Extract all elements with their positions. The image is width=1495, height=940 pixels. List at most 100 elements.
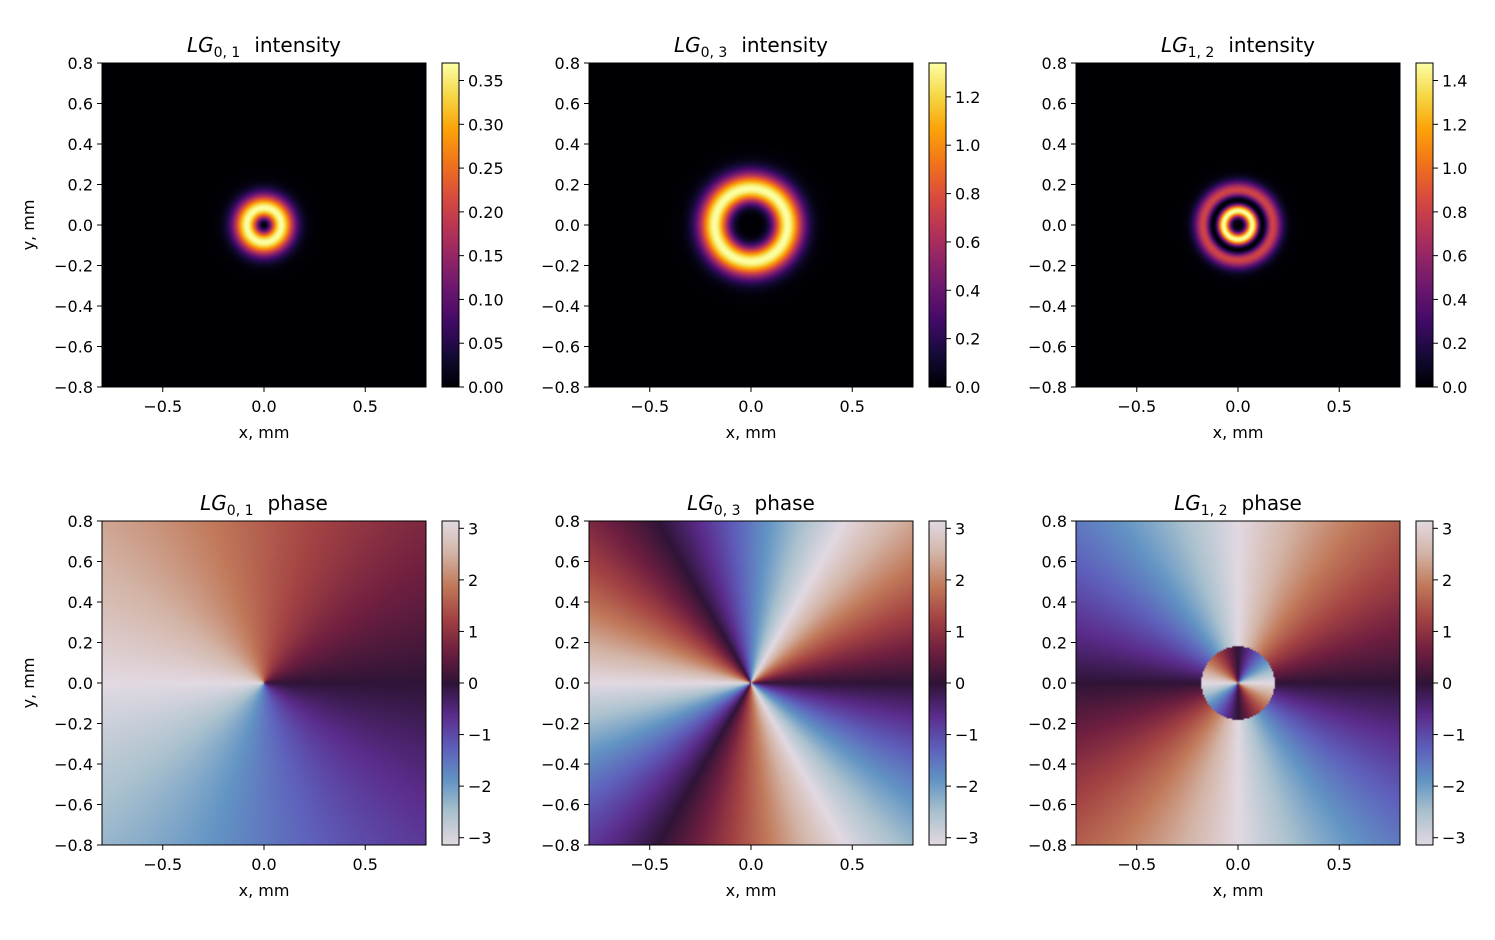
colorbar-tick-label: −3 [1442, 829, 1466, 848]
y-tick-label: 0.6 [555, 95, 580, 114]
title-subscript: 0, 3 [701, 45, 728, 61]
y-tick-label: 0.4 [68, 593, 93, 612]
y-tick-label: 0.2 [1042, 176, 1067, 195]
title-lg: LG [687, 491, 714, 515]
y-tick-label: 0.8 [68, 512, 93, 531]
colorbar-tick-label: 3 [955, 519, 965, 538]
colorbar-tick-label: −2 [1442, 777, 1466, 796]
phase-heatmap [102, 521, 426, 845]
colorbar-tick-label: −1 [1442, 726, 1466, 745]
y-tick-label: 0.6 [555, 553, 580, 572]
intensity-heatmap [589, 63, 913, 387]
phase-heatmap [589, 521, 913, 845]
colorbar-frame [441, 62, 460, 388]
y-tick-label: 0.4 [555, 135, 580, 154]
x-axis-label: x, mm [239, 881, 290, 900]
panel-3: LG1, 2 intensity −0.5 0.0 0.5 0.8 0.6 0.4 0.2 0.0… [1028, 33, 1467, 442]
title-text: intensity [254, 33, 341, 57]
title-subscript: 0, 3 [714, 503, 741, 519]
title-subscript: 0, 1 [214, 45, 241, 61]
colorbar-tick-label: 0.8 [1442, 203, 1467, 222]
title-subscript: 0, 1 [227, 503, 254, 519]
colorbar-tick-label: 0.2 [1442, 334, 1467, 353]
chart-title: LG1, 2 phase [1174, 491, 1302, 519]
y-tick-label: −0.4 [541, 297, 580, 316]
colorbar-tick-label: 1.2 [1442, 115, 1467, 134]
title-text: intensity [741, 33, 828, 57]
colorbar-frame [1415, 62, 1434, 388]
x-tick-label: 0.0 [251, 855, 276, 874]
phase-heatmap [1076, 521, 1400, 845]
colorbar [1416, 63, 1433, 387]
title-lg: LG [187, 33, 214, 57]
colorbar-frame [928, 62, 947, 388]
y-tick-label: −0.4 [54, 755, 93, 774]
x-tick-label: 0.5 [353, 855, 378, 874]
y-tick-label: 0.8 [68, 54, 93, 73]
panel-6: LG1, 2 phase −0.5 0.0 0.5 0.8 0.6 0.4 0.2 0.0 −0.2… [1028, 491, 1465, 900]
colorbar-tick-label: 1 [1442, 622, 1452, 641]
colorbar-tick-label: 0.20 [468, 203, 504, 222]
colorbar-tick-label: 1 [955, 622, 965, 641]
chart-title: LG0, 3 phase [687, 491, 815, 519]
x-axis-label: x, mm [239, 423, 290, 442]
y-tick-label: −0.4 [1028, 755, 1067, 774]
y-tick-label: −0.2 [541, 715, 580, 734]
y-axis-label: y, mm [19, 658, 38, 709]
y-tick-label: −0.8 [1028, 378, 1067, 397]
colorbar-tick-label: 3 [1442, 519, 1452, 538]
colorbar-tick-label: 0.4 [1442, 290, 1467, 309]
chart-title: LG1, 2 intensity [1161, 33, 1315, 61]
colorbar [442, 521, 459, 845]
colorbar-tick-label: −1 [468, 726, 492, 745]
y-axis-label: y, mm [19, 200, 38, 251]
y-tick-label: 0.0 [68, 674, 93, 693]
y-tick-label: 0.4 [68, 135, 93, 154]
y-tick-label: −0.8 [541, 378, 580, 397]
x-tick-label: 0.0 [738, 855, 763, 874]
y-tick-label: 0.2 [555, 634, 580, 653]
colorbar-tick-label: 2 [955, 571, 965, 590]
x-tick-label: 0.5 [1327, 397, 1352, 416]
colorbar-tick-label: 0 [468, 674, 478, 693]
x-tick-label: 0.0 [1225, 397, 1250, 416]
x-tick-label: −0.5 [630, 855, 669, 874]
y-tick-label: 0.0 [1042, 216, 1067, 235]
y-tick-label: 0.8 [555, 54, 580, 73]
colorbar-tick-label: 0.8 [955, 185, 980, 204]
x-axis-label: x, mm [726, 423, 777, 442]
colorbar-tick-label: 0 [1442, 674, 1452, 693]
colorbar [929, 521, 946, 845]
y-tick-label: −0.6 [541, 338, 580, 357]
title-lg: LG [674, 33, 701, 57]
y-tick-label: −0.6 [54, 796, 93, 815]
x-tick-label: −0.5 [630, 397, 669, 416]
y-tick-label: 0.0 [555, 674, 580, 693]
y-tick-label: −0.6 [541, 796, 580, 815]
title-text: phase [1242, 491, 1302, 515]
colorbar-tick-label: 2 [468, 571, 478, 590]
title-lg: LG [1161, 33, 1188, 57]
x-tick-label: −0.5 [143, 397, 182, 416]
colorbar-tick-label: 0.05 [468, 334, 504, 353]
colorbar-tick-label: 1.2 [955, 88, 980, 107]
colorbar-tick-label: 0.25 [468, 159, 504, 178]
intensity-heatmap [1076, 63, 1400, 387]
x-axis-label: x, mm [1213, 881, 1264, 900]
x-axis-label: x, mm [1213, 423, 1264, 442]
x-tick-label: 0.0 [738, 397, 763, 416]
intensity-heatmap [102, 63, 426, 387]
y-tick-label: 0.0 [68, 216, 93, 235]
colorbar-tick-label: 0.30 [468, 115, 504, 134]
colorbar-tick-label: 1.0 [1442, 159, 1467, 178]
x-tick-label: 0.0 [251, 397, 276, 416]
y-tick-label: 0.6 [1042, 553, 1067, 572]
y-tick-label: −0.8 [54, 836, 93, 855]
y-tick-label: −0.2 [541, 257, 580, 276]
y-tick-label: 0.8 [1042, 512, 1067, 531]
colorbar-tick-label: 0.35 [468, 72, 504, 91]
panel-5: LG0, 3 phase −0.5 0.0 0.5 0.8 0.6 0.4 0.2 0.0 −0.2… [541, 491, 978, 900]
x-axis-label: x, mm [726, 881, 777, 900]
